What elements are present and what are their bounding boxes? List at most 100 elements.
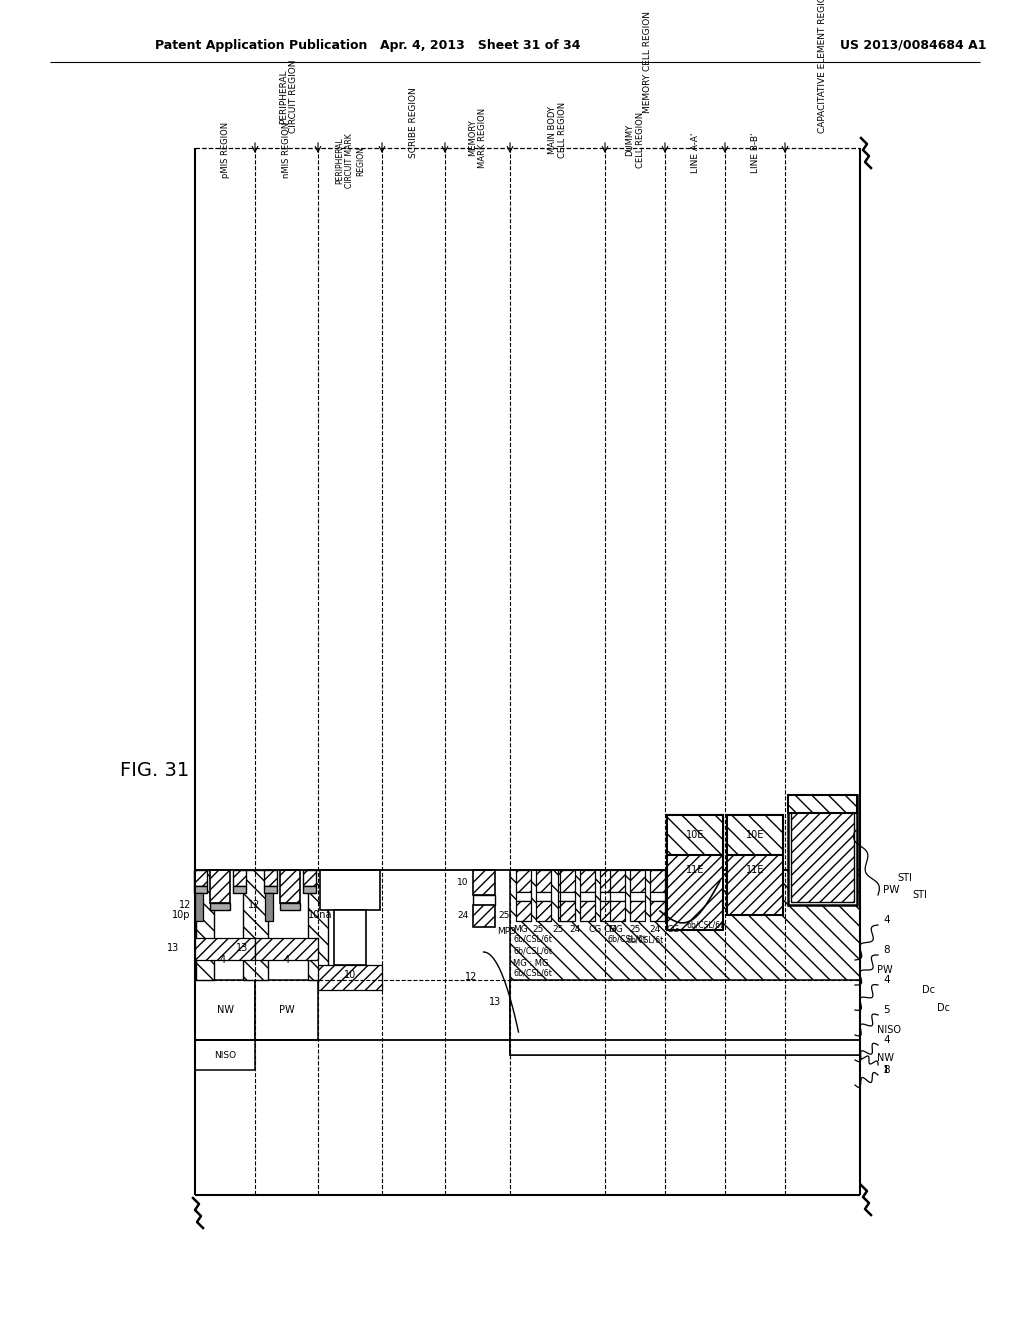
Text: 4: 4: [220, 954, 226, 965]
Text: 6b/CSL/6t: 6b/CSL/6t: [513, 935, 552, 944]
Bar: [610, 892, 625, 902]
Text: LINE B-B': LINE B-B': [751, 132, 760, 173]
Text: 4: 4: [883, 1035, 890, 1045]
Text: 8: 8: [883, 945, 890, 954]
Text: nMIS REGION: nMIS REGION: [282, 121, 291, 178]
Text: MEMORY CELL REGION: MEMORY CELL REGION: [643, 11, 652, 114]
Bar: [510, 979, 860, 1055]
Bar: [600, 870, 615, 892]
Text: STI: STI: [897, 873, 912, 883]
Bar: [630, 870, 645, 892]
Text: PW: PW: [877, 965, 893, 975]
Text: 10E: 10E: [686, 830, 705, 840]
Bar: [558, 870, 573, 892]
Text: MG: MG: [513, 924, 527, 933]
Bar: [600, 902, 615, 921]
Bar: [560, 870, 575, 892]
Bar: [560, 892, 575, 902]
Bar: [195, 939, 255, 960]
Text: NISO: NISO: [877, 1026, 901, 1035]
Bar: [516, 870, 531, 892]
Bar: [580, 902, 595, 921]
Text: NW: NW: [877, 1053, 894, 1063]
Text: CG: CG: [603, 924, 616, 933]
Text: 11E: 11E: [745, 865, 764, 875]
Bar: [263, 870, 276, 886]
Bar: [194, 870, 207, 886]
Text: MP3: MP3: [498, 928, 516, 936]
Text: 10na: 10na: [307, 909, 332, 920]
Bar: [263, 886, 276, 894]
Text: CG: CG: [589, 924, 602, 933]
Text: 11E: 11E: [686, 865, 705, 875]
Text: NW: NW: [216, 1005, 233, 1015]
Bar: [610, 870, 625, 892]
Text: 5: 5: [883, 1005, 890, 1015]
Text: 6b/CSL/6t: 6b/CSL/6t: [608, 935, 647, 944]
Text: 10E: 10E: [745, 830, 764, 840]
Bar: [600, 892, 615, 902]
Text: pMIS REGION: pMIS REGION: [220, 121, 229, 178]
Text: 12: 12: [178, 900, 191, 909]
Text: NISO: NISO: [214, 1051, 237, 1060]
Text: 4: 4: [883, 975, 890, 985]
Bar: [308, 870, 328, 979]
Text: CAPACITATIVE ELEMENT REGION: CAPACITATIVE ELEMENT REGION: [818, 0, 827, 133]
Bar: [516, 892, 531, 902]
Text: Patent Application Publication: Patent Application Publication: [155, 38, 368, 51]
Bar: [195, 979, 255, 1040]
Bar: [255, 939, 318, 960]
Text: Dc: Dc: [937, 1003, 950, 1012]
Bar: [194, 886, 207, 894]
Bar: [472, 895, 495, 906]
Bar: [727, 814, 783, 855]
Bar: [791, 799, 854, 902]
Bar: [788, 795, 857, 906]
Text: LINE A-A': LINE A-A': [690, 132, 699, 173]
Bar: [243, 870, 268, 979]
Bar: [195, 1040, 255, 1071]
Bar: [318, 965, 382, 990]
Text: 13: 13: [167, 942, 179, 953]
Text: DUMMY
CELL REGION: DUMMY CELL REGION: [626, 112, 645, 168]
Bar: [472, 906, 495, 927]
Bar: [536, 870, 551, 892]
Text: 4: 4: [883, 915, 890, 925]
Bar: [580, 892, 595, 902]
Text: 25: 25: [499, 912, 510, 920]
Text: SCRIBE REGION: SCRIBE REGION: [409, 87, 418, 158]
Text: 4: 4: [284, 954, 290, 965]
Text: Dc: Dc: [922, 985, 935, 995]
Bar: [264, 894, 272, 921]
Bar: [302, 870, 315, 886]
Bar: [610, 902, 625, 921]
Bar: [280, 870, 299, 903]
Bar: [233, 886, 246, 894]
Bar: [630, 902, 645, 921]
Bar: [630, 892, 645, 902]
Bar: [667, 814, 723, 931]
Text: Apr. 4, 2013   Sheet 31 of 34: Apr. 4, 2013 Sheet 31 of 34: [380, 38, 581, 51]
Text: 12: 12: [248, 900, 260, 909]
Text: MG: MG: [608, 924, 623, 933]
Text: PERIPHERAL
CIRCUIT REGION: PERIPHERAL CIRCUIT REGION: [279, 59, 298, 133]
Bar: [650, 902, 665, 921]
Text: 8: 8: [883, 1065, 890, 1074]
Text: 13: 13: [237, 942, 249, 953]
Text: 10: 10: [457, 878, 469, 887]
Text: 10p: 10p: [171, 909, 190, 920]
Text: MAIN BODY
CELL REGION: MAIN BODY CELL REGION: [548, 102, 567, 158]
Text: MG : MG: MG : MG: [513, 958, 549, 968]
Text: 24: 24: [569, 924, 581, 933]
Bar: [195, 894, 203, 921]
Text: 13: 13: [488, 997, 501, 1007]
Text: CG: CG: [667, 924, 680, 933]
Bar: [319, 870, 380, 909]
Bar: [788, 795, 857, 813]
Text: 24: 24: [458, 912, 469, 920]
Text: PW: PW: [279, 1005, 294, 1015]
Bar: [210, 870, 230, 903]
Bar: [558, 892, 573, 902]
Bar: [560, 902, 575, 921]
Text: 6b/CSL/6t: 6b/CSL/6t: [513, 969, 552, 978]
